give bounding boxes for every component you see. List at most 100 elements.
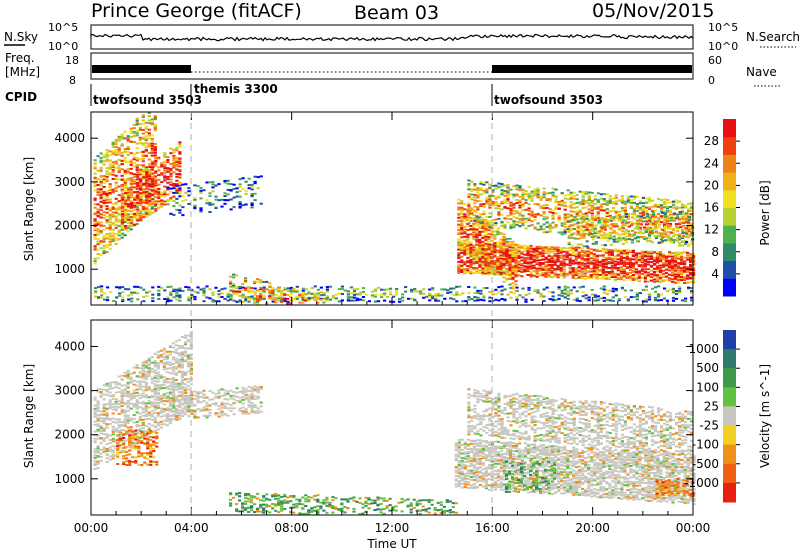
heatmap-cell (340, 285, 344, 288)
heatmap-cell (123, 392, 127, 395)
heatmap-cell (620, 195, 624, 198)
heatmap-cell (187, 289, 191, 291)
heatmap-cell (96, 420, 100, 422)
heatmap-cell (413, 298, 417, 301)
heatmap-cell (123, 161, 127, 163)
heatmap-cell (500, 185, 504, 188)
heatmap-cell (274, 301, 278, 304)
heatmap-cell (652, 260, 657, 263)
heatmap-cell (616, 253, 620, 256)
heatmap-cell (521, 214, 525, 217)
heatmap-cell (157, 206, 161, 209)
heatmap-cell (117, 135, 121, 138)
heatmap-cell (559, 272, 563, 275)
heatmap-cell (601, 269, 605, 272)
heatmap-cell (111, 190, 115, 193)
heatmap-cell (463, 225, 467, 228)
heatmap-cell (132, 396, 136, 399)
heatmap-cell (626, 298, 630, 301)
heatmap-cell (132, 130, 136, 133)
heatmap-cell (656, 285, 661, 288)
heatmap-cell (147, 426, 151, 429)
heatmap-cell (674, 297, 679, 300)
heatmap-cell (665, 222, 670, 225)
heatmap-cell (597, 219, 601, 222)
heatmap-cell (460, 230, 464, 233)
heatmap-cell (553, 258, 557, 261)
date-title: 05/Nov/2015 (592, 0, 714, 22)
heatmap-cell (659, 210, 664, 213)
heatmap-cell (105, 178, 109, 181)
heatmap-cell (560, 199, 564, 202)
heatmap-cell (613, 260, 617, 263)
heatmap-cell (580, 258, 584, 261)
heatmap-cell (457, 270, 461, 273)
heatmap-cell (503, 227, 507, 230)
heatmap-cell (482, 189, 486, 192)
heatmap-cell (583, 265, 587, 268)
heatmap-cell (229, 280, 233, 283)
heatmap-cell (443, 288, 447, 291)
heatmap-cell (526, 261, 530, 264)
heatmap-cell (96, 243, 100, 246)
heatmap-cell (506, 189, 510, 192)
heatmap-cell (574, 270, 578, 273)
heatmap-cell (133, 291, 137, 294)
heatmap-cell (648, 239, 653, 242)
heatmap-cell (623, 219, 627, 222)
heatmap-cell (517, 248, 521, 251)
heatmap-cell (141, 171, 145, 174)
heatmap-cell (556, 249, 560, 252)
heatmap-cell (494, 184, 498, 187)
heatmap-cell (583, 258, 587, 260)
heatmap-cell (581, 203, 585, 206)
heatmap-cell (138, 126, 142, 129)
heatmap-cell (571, 247, 575, 250)
heatmap-cell (671, 296, 676, 299)
heatmap-cell (120, 395, 124, 398)
heatmap-cell (570, 219, 574, 222)
heatmap-cell (127, 298, 131, 301)
heatmap-cell (503, 192, 507, 195)
heatmap-cell (634, 278, 638, 281)
heatmap-cell (340, 293, 344, 295)
heatmap-cell (470, 180, 474, 183)
heatmap-cell (232, 273, 236, 276)
heatmap-cell (556, 254, 560, 257)
heatmap-cell (622, 261, 626, 264)
heatmap-cell (571, 253, 575, 256)
heatmap-cell (472, 245, 476, 248)
heatmap-cell (621, 219, 625, 222)
heatmap-cell (652, 270, 657, 273)
heatmap-cell (469, 265, 473, 268)
heatmap-cell (518, 204, 522, 207)
heatmap-cell (481, 260, 485, 263)
heatmap-cell (603, 235, 607, 238)
heatmap-cell (660, 211, 665, 214)
heatmap-cell (150, 389, 154, 392)
heatmap-cell (135, 159, 139, 162)
heatmap-cell (628, 258, 632, 261)
heatmap-cell (156, 421, 160, 424)
heatmap-cell (647, 214, 652, 217)
heatmap-cell (604, 260, 608, 263)
heatmap-cell (111, 173, 115, 176)
heatmap-cell (512, 292, 516, 295)
heatmap-cell (105, 426, 109, 429)
heatmap-cell (153, 148, 157, 150)
heatmap-cell (469, 259, 473, 262)
heatmap-cell (466, 216, 470, 219)
heatmap-cell (610, 259, 614, 262)
heatmap-cell (616, 277, 620, 280)
heatmap-cell (105, 236, 109, 239)
heatmap-cell (147, 158, 151, 161)
heatmap-cell (126, 377, 130, 380)
heatmap-cell (577, 276, 581, 279)
heatmap-cell (551, 209, 555, 212)
heatmap-cell (664, 263, 669, 266)
heatmap-cell (594, 234, 598, 237)
heatmap-cell (121, 225, 125, 228)
heatmap-cell (138, 164, 142, 167)
heatmap-cell (99, 420, 103, 423)
heatmap-cell (488, 198, 492, 201)
